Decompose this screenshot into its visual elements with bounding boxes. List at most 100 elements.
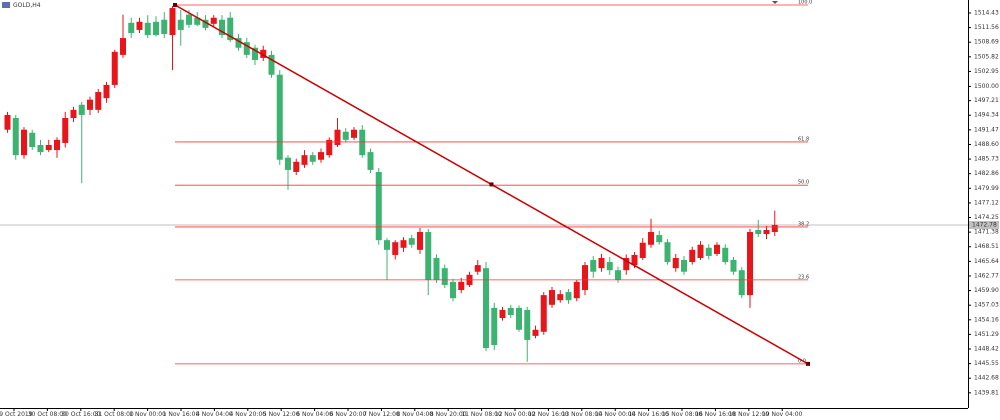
candle-body	[285, 157, 291, 170]
candle-body	[532, 329, 539, 336]
y-tick-label: 1497.21	[974, 97, 999, 104]
candle-body	[573, 281, 580, 299]
y-tick-label: 1485.73	[974, 156, 999, 163]
y-tick-label: 1448.42	[974, 346, 999, 353]
candle-body	[615, 270, 621, 280]
y-tick-label: 1502.95	[974, 68, 999, 75]
candle-body	[367, 152, 374, 170]
candle-body	[648, 232, 654, 245]
x-tick-label: 1 Nov 16:00	[163, 411, 200, 418]
candle-body	[87, 99, 93, 110]
candle-body	[499, 309, 506, 319]
candle-body	[301, 155, 308, 165]
x-tick-label: 31 Oct 08:00	[95, 411, 134, 418]
candle-body	[664, 242, 671, 263]
trendline-anchor	[806, 361, 810, 366]
x-tick-label: 8 Nov 04:00	[396, 411, 433, 418]
candle-body	[747, 232, 753, 296]
candle-body	[507, 307, 514, 315]
trendline-anchor	[173, 2, 177, 7]
x-tick-label: 4 Nov 20:00	[229, 411, 266, 418]
candle-body	[450, 281, 456, 299]
candle-body	[243, 42, 250, 55]
candle-body	[334, 129, 341, 145]
candle-body	[598, 257, 605, 269]
candle-body	[738, 270, 745, 296]
candle-body	[136, 21, 143, 30]
candle-body	[29, 132, 36, 148]
y-tick-label: 1468.51	[974, 243, 999, 250]
candle-body	[425, 232, 432, 280]
x-tick-label: 14 Nov 00:00	[595, 411, 636, 418]
candle-body	[771, 224, 778, 233]
candle-body	[4, 114, 11, 130]
candle-body	[111, 51, 118, 85]
y-tick-label: 1442.68	[974, 375, 999, 382]
candle-body	[252, 47, 258, 60]
y-tick-label: 1474.25	[974, 214, 999, 221]
x-tick-label: 19 Nov 04:00	[762, 411, 803, 418]
fib-label: 50.0	[798, 180, 809, 186]
fib-label: 38.2	[798, 221, 809, 227]
candle-body	[54, 139, 60, 151]
candle-body	[697, 244, 704, 258]
fib-label: 23.6	[798, 274, 809, 280]
y-tick-label: 1445.55	[974, 360, 999, 367]
candle-body	[408, 238, 415, 245]
candle-body	[62, 117, 69, 143]
candle-body	[722, 247, 729, 263]
candle-body	[293, 161, 300, 172]
candle-body	[359, 129, 366, 156]
candle-body	[95, 92, 102, 110]
candle-body	[730, 260, 737, 272]
candle-body	[763, 229, 770, 235]
candle-body	[219, 19, 225, 36]
x-tick-label: 15 Nov 08:00	[662, 411, 703, 418]
candle-body	[656, 235, 663, 243]
y-tick-label: 1482.86	[974, 170, 999, 177]
x-tick-label: 30 Oct 16:00	[61, 411, 100, 418]
x-tick-label: 12 Nov 00:00	[495, 411, 536, 418]
symbol-icon	[2, 2, 10, 8]
fib-label: 100.0	[798, 0, 812, 5]
candle-body	[540, 295, 547, 332]
candle-body	[755, 229, 762, 235]
candle-body	[417, 232, 423, 250]
candle-body	[70, 109, 77, 118]
y-tick-label: 1491.47	[974, 126, 999, 133]
x-tick-label: 1 Nov 00:00	[129, 411, 166, 418]
x-tick-label: 4 Nov 04:00	[196, 411, 233, 418]
fib-label: 61.8	[798, 136, 809, 142]
candle-body	[606, 262, 613, 271]
candle-body	[276, 74, 283, 160]
candle-body	[78, 104, 85, 115]
scroll-marker	[772, 1, 778, 4]
candle-body	[342, 131, 349, 140]
x-tick-label: 5 Nov 12:00	[263, 411, 300, 418]
candle-body	[384, 240, 390, 250]
candle-body	[639, 242, 646, 258]
x-tick-label: 30 Oct 08:00	[28, 411, 67, 418]
candle-body	[483, 268, 489, 349]
y-tick-label: 1488.60	[974, 141, 999, 148]
x-tick-label: 7 Nov 12:00	[363, 411, 400, 418]
candle-body	[714, 244, 720, 254]
candle-body	[458, 281, 465, 291]
y-tick-label: 1465.64	[974, 258, 999, 265]
y-tick-label: 1505.82	[974, 53, 999, 60]
candle-body	[516, 307, 522, 330]
candle-body	[161, 19, 168, 35]
candle-body	[689, 249, 696, 263]
candle-body	[210, 17, 217, 24]
x-tick-label: 6 Nov 20:00	[330, 411, 367, 418]
candle-body	[582, 265, 588, 291]
y-tick-label: 1514.43	[974, 9, 999, 16]
candle-body	[120, 38, 126, 55]
candle-body	[260, 49, 267, 58]
x-tick-label: 13 Nov 08:00	[562, 411, 603, 418]
y-tick-label: 1508.69	[974, 39, 999, 46]
candle-body	[21, 129, 27, 156]
y-tick-label: 1462.77	[974, 272, 999, 279]
candle-body	[153, 21, 159, 36]
